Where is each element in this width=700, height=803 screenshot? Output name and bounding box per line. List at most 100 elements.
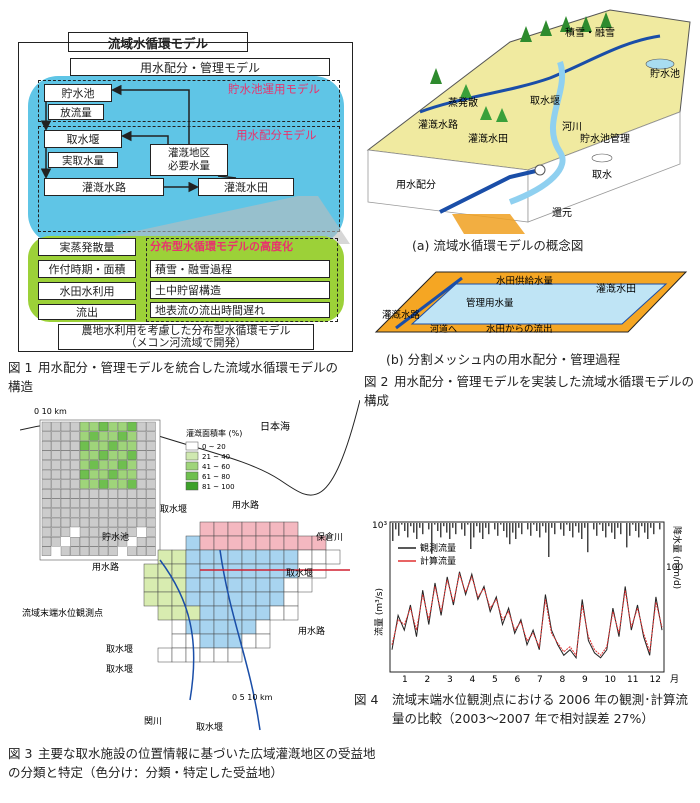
inset-cell bbox=[108, 517, 118, 528]
grid-cell bbox=[143, 577, 159, 593]
inset-cell bbox=[117, 421, 128, 432]
precip-bar bbox=[413, 523, 415, 533]
inset-cell bbox=[117, 537, 128, 547]
grid-cell bbox=[199, 549, 215, 565]
inset-cell bbox=[60, 441, 71, 451]
fig3-legend: 0 ~ 20 21 ~ 40 41 ~ 60 61 ~ 80 81 ~ 100 bbox=[185, 441, 235, 491]
fig1-arrows bbox=[40, 84, 350, 244]
inset-cell bbox=[146, 441, 156, 451]
grid-cell bbox=[255, 605, 271, 621]
inset-cell bbox=[60, 431, 71, 441]
fig1-distributed-label: 分布型水循環モデルの高度化 bbox=[150, 240, 293, 253]
grid-cell bbox=[157, 549, 173, 565]
inset-cell bbox=[89, 489, 99, 499]
grid-cell bbox=[255, 591, 271, 607]
inset-cell bbox=[51, 450, 61, 460]
inset-cell bbox=[70, 441, 80, 451]
inset-cell bbox=[70, 450, 80, 460]
precip-bar bbox=[641, 523, 643, 527]
inset-cell bbox=[117, 508, 128, 518]
inset-cell bbox=[108, 537, 118, 547]
grid-cell bbox=[157, 591, 173, 607]
fig4-y-top: 10³ bbox=[372, 521, 387, 531]
grid-cell bbox=[213, 591, 229, 607]
inset-cell bbox=[136, 546, 147, 556]
precip-bar bbox=[416, 523, 418, 539]
inset-cell bbox=[41, 546, 52, 556]
fig3-caption: 図 3 主要な取水施設の位置情報に基づいた広域灌漑地区の受益地の分類と特定（色分け… bbox=[8, 744, 378, 782]
inset-cell bbox=[41, 537, 52, 547]
inset-cell bbox=[51, 431, 61, 441]
grid-cell bbox=[227, 605, 243, 621]
fig1-paddy-use: 水田水利用 bbox=[38, 282, 136, 300]
grid-cell bbox=[199, 521, 215, 537]
inset-cell bbox=[51, 527, 61, 537]
fig3-canal-left: 用水路 bbox=[92, 561, 119, 573]
precip-bar bbox=[560, 523, 562, 530]
inset-cell bbox=[136, 421, 147, 432]
fig2a-canal: 灌漑水路 bbox=[418, 118, 458, 131]
grid-cell bbox=[227, 549, 243, 565]
inset-cell bbox=[136, 469, 147, 480]
inset-cell bbox=[108, 489, 118, 499]
inset-cell bbox=[41, 498, 52, 508]
precip-bar bbox=[455, 523, 457, 535]
inset-cell bbox=[79, 498, 90, 508]
inset-cell bbox=[60, 479, 71, 489]
precip-bar bbox=[461, 523, 463, 530]
inset-cell bbox=[70, 460, 80, 470]
inset-cell bbox=[146, 450, 156, 460]
inset-cell bbox=[108, 469, 118, 480]
precip-bar bbox=[473, 523, 475, 538]
fig1-model-header: 用水配分・管理モデル bbox=[70, 58, 330, 76]
inset-cell bbox=[41, 479, 52, 489]
inset-cell bbox=[146, 479, 156, 489]
fig4-ylabel-right: 降水量 (mm/d) bbox=[671, 526, 683, 589]
precip-bar bbox=[464, 523, 466, 536]
fig3-weir-l: 取水堰 bbox=[106, 643, 133, 655]
precip-bar bbox=[602, 523, 604, 531]
precip-bar bbox=[584, 523, 586, 528]
grid-cell bbox=[283, 591, 299, 607]
inset-cell bbox=[108, 431, 118, 441]
grid-cell bbox=[269, 605, 285, 621]
grid-cell bbox=[241, 549, 257, 565]
inset-cell bbox=[51, 508, 61, 518]
grid-cell bbox=[255, 577, 271, 593]
precip-bar bbox=[515, 523, 517, 539]
precip-bar bbox=[533, 523, 535, 525]
inset-cell bbox=[98, 537, 109, 547]
inset-cell bbox=[79, 450, 90, 460]
precip-bar bbox=[566, 523, 568, 525]
precip-bar bbox=[449, 523, 451, 539]
fig1-release: 放流量 bbox=[48, 104, 104, 120]
grid-cell bbox=[213, 647, 229, 663]
grid-cell bbox=[283, 535, 299, 551]
inset-cell bbox=[41, 527, 52, 537]
legend-swatch bbox=[185, 461, 199, 471]
inset-cell bbox=[89, 546, 99, 556]
inset-cell bbox=[117, 527, 128, 537]
precip-bar bbox=[650, 523, 652, 528]
fig2a-return: 還元 bbox=[552, 207, 572, 219]
inset-cell bbox=[41, 441, 52, 451]
inset-cell bbox=[98, 498, 109, 508]
fig2b-canal: 灌漑水路 bbox=[382, 309, 421, 321]
precip-bar bbox=[542, 523, 544, 527]
inset-cell bbox=[127, 489, 137, 499]
precip-bar bbox=[434, 523, 436, 525]
precip-bar bbox=[395, 523, 397, 530]
inset-cell bbox=[89, 421, 99, 432]
fig1-paddy: 灌漑水田 bbox=[198, 178, 294, 196]
precip-bar bbox=[404, 523, 406, 531]
inset-cell bbox=[127, 527, 137, 537]
inset-cell bbox=[98, 469, 109, 480]
inset-cell bbox=[127, 460, 137, 470]
grid-cell bbox=[199, 605, 215, 621]
precip-bar bbox=[422, 523, 424, 535]
inset-cell bbox=[127, 508, 137, 518]
inset-cell bbox=[41, 460, 52, 470]
precip-bar bbox=[410, 523, 412, 527]
grid-cell bbox=[171, 605, 187, 621]
precip-bar bbox=[554, 523, 556, 535]
